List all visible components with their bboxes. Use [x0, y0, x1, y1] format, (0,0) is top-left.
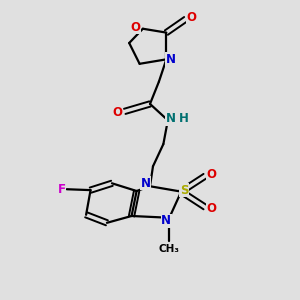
Text: O: O: [206, 168, 217, 181]
Text: O: O: [130, 21, 140, 34]
Text: H: H: [178, 112, 188, 125]
Text: O: O: [206, 202, 217, 215]
Text: S: S: [180, 184, 188, 196]
Text: O: O: [112, 106, 122, 119]
Text: N: N: [140, 177, 151, 190]
Text: N: N: [161, 214, 171, 227]
Text: N: N: [166, 53, 176, 66]
Text: F: F: [57, 183, 65, 196]
Text: O: O: [187, 11, 196, 24]
Text: N: N: [166, 112, 176, 125]
Text: CH₃: CH₃: [159, 244, 180, 254]
